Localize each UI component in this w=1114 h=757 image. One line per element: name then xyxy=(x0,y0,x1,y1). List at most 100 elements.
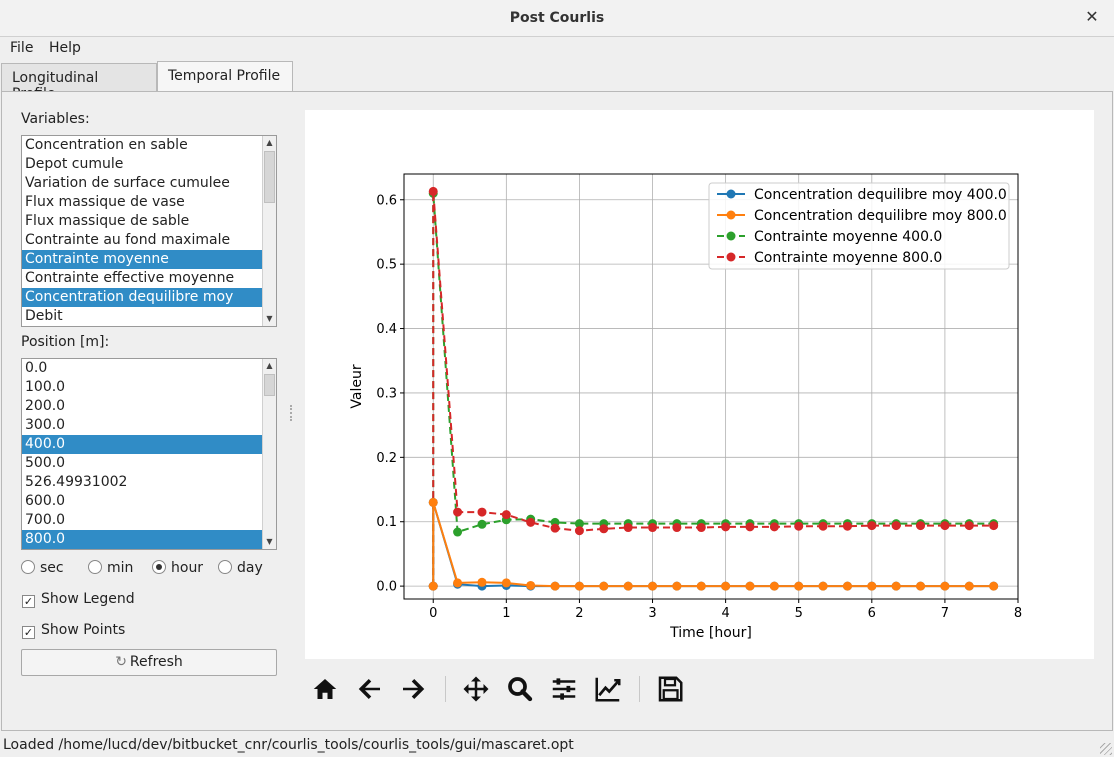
pan-icon[interactable] xyxy=(461,674,491,704)
x-tick-label: 7 xyxy=(941,606,949,621)
list-item[interactable]: Depot cumule xyxy=(25,156,124,172)
scroll-down-icon[interactable]: ▼ xyxy=(266,314,273,323)
data-point xyxy=(574,526,584,536)
legend-entry: Contrainte moyenne 800.0 xyxy=(754,250,942,266)
x-tick-label: 4 xyxy=(721,606,729,621)
list-item[interactable]: 400.0 xyxy=(22,435,276,454)
variables-label: Variables: xyxy=(21,111,90,127)
save-icon[interactable] xyxy=(655,674,685,704)
list-item[interactable]: Flux massique de sable xyxy=(25,213,190,229)
list-item[interactable]: 200.0 xyxy=(25,398,66,414)
positions-list[interactable]: 0.0 100.0 200.0 300.0 400.0 500.0 526.49931002… xyxy=(21,358,277,550)
data-point xyxy=(745,522,755,532)
variables-scrollbar[interactable]: ▲ ▼ xyxy=(262,136,276,326)
plot-canvas[interactable]: 0 1 2 3 4 5 6 7 8 0.0 0.1 0.2 0.3 0.4 0.5 0.6 Time [hour… xyxy=(305,110,1094,659)
list-item[interactable]: Debit xyxy=(25,308,63,324)
data-point xyxy=(940,521,950,531)
tab-longitudinal-profile[interactable]: Longitudinal Profile xyxy=(1,63,157,102)
legend-entry: Concentration dequilibre moy 400.0 xyxy=(754,187,1007,203)
list-item[interactable]: 800.0 xyxy=(22,530,276,549)
radio-day[interactable]: day xyxy=(218,560,263,576)
list-item[interactable]: 600.0 xyxy=(25,493,66,509)
y-tick-label: 0.0 xyxy=(376,580,397,595)
toolbar-separator xyxy=(445,676,446,702)
variables-list[interactable]: Concentration en sable Depot cumule Variat… xyxy=(21,135,277,327)
list-item[interactable]: 526.49931002 xyxy=(25,474,128,490)
checkmark-icon[interactable]: ✓ xyxy=(22,595,35,608)
checkmark-icon[interactable]: ✓ xyxy=(22,626,35,639)
radio-circle[interactable] xyxy=(21,560,35,574)
data-point xyxy=(721,581,731,591)
list-item[interactable]: Concentration dequilibre moy xyxy=(22,288,276,307)
data-point xyxy=(989,581,999,591)
close-icon[interactable]: ✕ xyxy=(1085,7,1099,26)
configure-subplots-icon[interactable] xyxy=(549,674,579,704)
list-item[interactable]: Concentration en sable xyxy=(25,137,188,153)
scroll-down-icon[interactable]: ▼ xyxy=(266,537,273,546)
data-point xyxy=(477,507,487,517)
data-point xyxy=(818,581,828,591)
radio-label: day xyxy=(237,560,263,576)
list-item[interactable]: Variation de surface cumulee xyxy=(25,175,230,191)
x-tick-label: 2 xyxy=(575,606,583,621)
data-point xyxy=(477,519,487,529)
home-icon[interactable] xyxy=(310,674,340,704)
show-points-checkbox[interactable]: ✓ Show Points xyxy=(22,622,125,639)
positions-scrollbar[interactable]: ▲ ▼ xyxy=(262,359,276,549)
list-item[interactable]: Flux massique de vase xyxy=(25,194,185,210)
scroll-up-icon[interactable]: ▲ xyxy=(266,138,273,147)
y-axis-label: Valeur xyxy=(349,364,365,408)
menu-help[interactable]: Help xyxy=(49,40,81,56)
radio-circle[interactable] xyxy=(88,560,102,574)
refresh-label: Refresh xyxy=(129,654,183,670)
list-item[interactable]: Contrainte au fond maximale xyxy=(25,232,231,248)
scroll-thumb[interactable] xyxy=(264,374,275,396)
back-arrow-icon[interactable] xyxy=(355,674,385,704)
list-item[interactable]: Contrainte moyenne xyxy=(22,250,276,269)
data-point xyxy=(453,578,463,588)
data-point xyxy=(428,186,438,196)
x-tick-label: 8 xyxy=(1014,606,1022,621)
scroll-thumb[interactable] xyxy=(264,151,275,203)
scroll-up-icon[interactable]: ▲ xyxy=(266,361,273,370)
data-point xyxy=(769,581,779,591)
tab-temporal-profile[interactable]: Temporal Profile xyxy=(157,61,293,92)
data-point xyxy=(891,521,901,531)
radio-sec[interactable]: sec xyxy=(21,560,64,576)
list-item[interactable]: 0.0 xyxy=(25,360,48,376)
radio-circle[interactable] xyxy=(152,560,166,574)
tab-content: Variables: Concentration en sable Depot c… xyxy=(1,91,1113,731)
list-item[interactable]: 500.0 xyxy=(25,455,66,471)
data-point xyxy=(453,507,463,517)
data-point xyxy=(769,522,779,532)
status-bar: Loaded /home/lucd/dev/bitbucket_cnr/cour… xyxy=(0,733,1114,757)
menu-file[interactable]: File xyxy=(10,40,34,56)
list-item[interactable]: 100.0 xyxy=(25,379,66,395)
show-legend-checkbox[interactable]: ✓ Show Legend xyxy=(22,591,135,608)
radio-circle[interactable] xyxy=(218,560,232,574)
list-item[interactable]: 300.0 xyxy=(25,417,66,433)
data-point xyxy=(453,527,463,537)
x-axis-label: Time [hour] xyxy=(669,625,752,641)
edit-axis-icon[interactable] xyxy=(593,674,623,704)
legend-marker xyxy=(726,231,736,241)
data-point xyxy=(648,581,658,591)
y-tick-label: 0.6 xyxy=(376,193,397,208)
resize-grip-icon[interactable] xyxy=(1100,743,1112,755)
data-point xyxy=(428,581,438,591)
list-item[interactable]: Contrainte effective moyenne xyxy=(25,270,235,286)
zoom-icon[interactable] xyxy=(505,674,535,704)
radio-min[interactable]: min xyxy=(88,560,133,576)
forward-arrow-icon[interactable] xyxy=(398,674,428,704)
legend-marker xyxy=(726,252,736,262)
legend-box xyxy=(708,182,1010,270)
data-point xyxy=(599,581,609,591)
refresh-button[interactable]: ↻ Refresh xyxy=(21,649,277,676)
splitter-handle[interactable] xyxy=(290,405,293,421)
data-point xyxy=(794,521,804,531)
radio-hour[interactable]: hour xyxy=(152,560,203,576)
x-tick-label: 1 xyxy=(502,606,510,621)
list-item[interactable]: 700.0 xyxy=(25,512,66,528)
data-point xyxy=(550,523,560,533)
